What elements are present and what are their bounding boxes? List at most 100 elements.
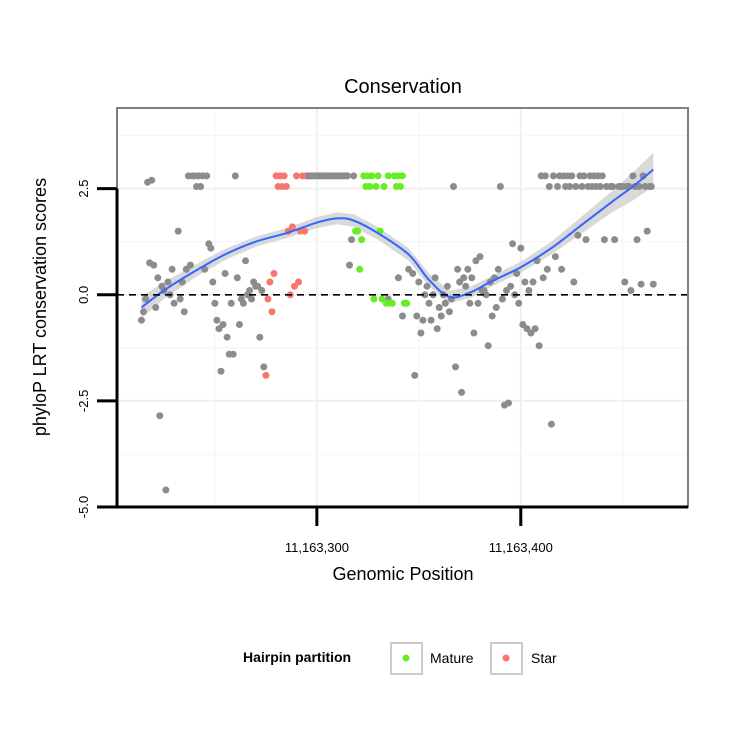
point-other	[233, 274, 241, 282]
point-other	[427, 316, 435, 324]
point-other	[633, 236, 641, 244]
point-other	[156, 412, 164, 420]
smooth-line	[140, 168, 654, 309]
y-tick-label: -2.5	[76, 390, 91, 412]
loess-curve	[140, 168, 654, 309]
point-other	[494, 265, 502, 273]
point-mature	[366, 183, 374, 190]
point-other	[150, 261, 158, 269]
point-other	[186, 261, 194, 269]
point-other	[346, 261, 353, 269]
point-other	[197, 183, 205, 190]
point-other	[217, 367, 225, 375]
point-other	[425, 299, 433, 307]
point-other	[168, 265, 176, 273]
point-other	[543, 265, 551, 273]
point-mature	[370, 295, 378, 303]
point-mature	[374, 172, 382, 180]
point-other	[545, 183, 553, 190]
point-other	[350, 172, 358, 180]
point-other	[482, 291, 490, 299]
point-star	[295, 278, 302, 286]
point-mature	[403, 299, 411, 307]
point-mature	[397, 183, 404, 190]
point-other	[203, 172, 211, 180]
point-other	[239, 299, 247, 307]
point-other	[635, 183, 643, 190]
point-other	[629, 172, 637, 180]
point-other	[596, 183, 604, 190]
point-other	[180, 308, 188, 316]
y-axis: -5.0 -2.5 0.0 2.5	[76, 180, 119, 518]
point-other	[423, 282, 431, 290]
point-other	[647, 183, 655, 190]
point-other	[242, 257, 249, 265]
point-other	[580, 172, 588, 180]
point-other	[464, 265, 472, 273]
point-other	[348, 236, 355, 244]
point-other	[248, 295, 256, 303]
point-other	[521, 278, 529, 286]
point-other	[507, 282, 515, 290]
point-other	[148, 176, 156, 184]
point-other	[209, 278, 217, 286]
point-other	[454, 265, 462, 273]
point-other	[525, 287, 533, 294]
point-other	[231, 172, 239, 180]
point-mature	[384, 172, 392, 180]
point-other	[435, 304, 443, 311]
legend-key-mature	[390, 642, 423, 675]
point-other	[513, 270, 521, 277]
point-other	[258, 287, 266, 294]
point-other	[229, 350, 237, 358]
point-other	[531, 325, 539, 333]
point-other	[343, 172, 351, 180]
point-star	[282, 183, 290, 190]
point-other	[484, 342, 492, 350]
point-other	[162, 486, 170, 494]
point-other	[476, 253, 484, 261]
point-other	[152, 304, 160, 311]
point-other	[246, 287, 254, 294]
point-other	[445, 308, 453, 316]
point-other	[637, 280, 645, 288]
y-axis-title: phyloP LRT conservation scores	[30, 178, 50, 436]
point-other	[570, 278, 578, 286]
point-star	[270, 270, 278, 277]
point-other	[235, 321, 243, 328]
point-other	[474, 299, 482, 307]
point-other	[223, 333, 231, 341]
legend-label-mature: Mature	[430, 650, 474, 666]
point-other	[551, 253, 559, 261]
point-other	[466, 299, 474, 307]
point-other	[140, 308, 147, 316]
point-star	[266, 278, 274, 286]
point-other	[164, 278, 172, 286]
point-mature	[380, 183, 388, 190]
point-other	[539, 274, 547, 282]
point-other	[558, 265, 566, 273]
point-other	[505, 399, 512, 407]
point-other	[460, 274, 468, 282]
point-other	[142, 295, 150, 303]
point-other	[419, 316, 427, 324]
point-other	[549, 172, 557, 180]
point-other	[394, 274, 402, 282]
point-other	[452, 363, 459, 371]
y-tick-label: 2.5	[76, 180, 91, 198]
point-other	[627, 287, 635, 294]
point-star	[262, 371, 270, 379]
legend: Hairpin partition Mature Star	[243, 642, 557, 675]
point-star	[264, 295, 272, 303]
point-other	[441, 299, 449, 307]
x-axis: 11,163,300 11,163,400	[117, 505, 688, 555]
point-other	[176, 295, 184, 303]
point-other	[574, 231, 582, 239]
point-other	[568, 172, 576, 180]
chart-title: Conservation	[344, 76, 462, 98]
point-other	[170, 299, 178, 307]
point-other	[138, 316, 145, 324]
point-mature	[388, 299, 396, 307]
point-other	[462, 282, 470, 290]
